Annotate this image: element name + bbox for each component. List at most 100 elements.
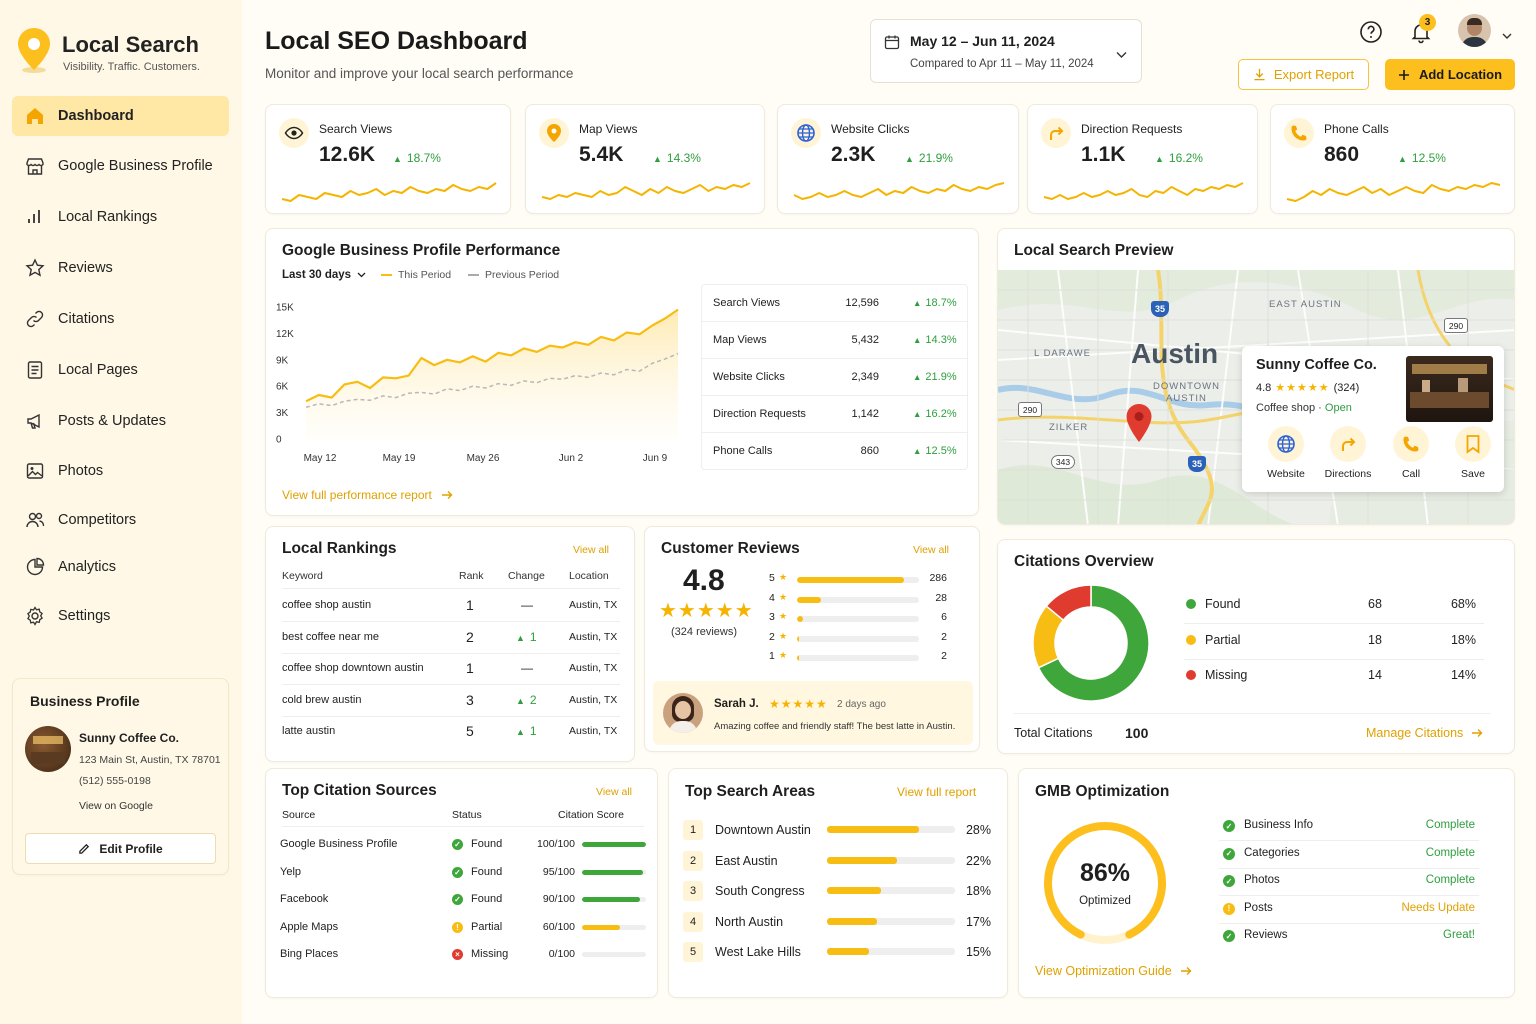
citation-score-bar-fill xyxy=(582,897,640,902)
performance-title: Google Business Profile Performance xyxy=(282,242,561,259)
optimization-item[interactable]: ✓ Categories Complete xyxy=(1219,844,1479,869)
highway-shield-343: 343 xyxy=(1051,455,1075,469)
sidebar-item-local-rankings[interactable]: Local Rankings xyxy=(12,197,229,237)
local-rankings-title: Local Rankings xyxy=(282,540,397,557)
sidebar-item-competitors[interactable]: Competitors xyxy=(12,500,229,540)
citation-score-bar-fill xyxy=(582,842,646,847)
optimization-item[interactable]: ✓ Business Info Complete xyxy=(1219,816,1479,841)
view-on-google-link[interactable]: View on Google xyxy=(79,800,153,812)
view-optimization-guide-label: View Optimization Guide xyxy=(1035,964,1172,978)
table-row[interactable]: Bing Places × Missing 0/100 xyxy=(266,943,659,967)
optimization-item-status: Needs Update xyxy=(1401,901,1475,914)
listing-action-call[interactable]: Call xyxy=(1381,426,1441,484)
kpi-card-map-views[interactable]: Map Views 5.4K ▲ 14.3% xyxy=(525,104,765,214)
view-optimization-guide-link[interactable]: View Optimization Guide xyxy=(1035,964,1192,978)
search-area-row[interactable]: 3 South Congress 18% xyxy=(669,880,1009,906)
kpi-change-value: 14.3% xyxy=(666,151,701,165)
search-area-row[interactable]: 5 West Lake Hills 15% xyxy=(669,941,1009,967)
globe-icon xyxy=(1268,426,1304,462)
listing-action-website[interactable]: Website xyxy=(1256,426,1316,484)
area-share-bar xyxy=(827,917,955,925)
metric-change: ▲ 21.9% xyxy=(913,371,957,383)
reviewer-avatar xyxy=(663,693,703,733)
export-report-button[interactable]: Export Report xyxy=(1238,59,1369,90)
x-circle-icon: × xyxy=(452,949,463,960)
table-row[interactable]: Google Business Profile ✓ Found 100/100 xyxy=(266,833,659,857)
rank-change-value: — xyxy=(521,598,533,612)
sidebar-item-citations[interactable]: Citations xyxy=(12,299,229,339)
period-select[interactable]: Last 30 days xyxy=(282,269,366,281)
table-row[interactable]: Facebook ✓ Found 90/100 xyxy=(266,888,659,912)
sidebar-item-label: Google Business Profile xyxy=(58,158,213,174)
kpi-label: Map Views xyxy=(579,122,638,136)
sidebar-item-google-business-profile[interactable]: Google Business Profile xyxy=(12,146,229,186)
gear-icon xyxy=(24,605,46,627)
store-icon xyxy=(24,155,46,177)
date-range-picker[interactable]: May 12 – Jun 11, 2024 Compared to Apr 11… xyxy=(870,19,1142,83)
kpi-card-search-views[interactable]: Search Views 12.6K ▲ 18.7% xyxy=(265,104,511,214)
up-arrow-icon: ▲ xyxy=(516,632,525,643)
map-pin-icon[interactable] xyxy=(1125,403,1153,448)
sidebar-item-reviews[interactable]: Reviews xyxy=(12,248,229,288)
sidebar-item-analytics[interactable]: Analytics xyxy=(12,547,229,587)
kpi-change-value: 16.2% xyxy=(1168,151,1203,165)
metric-row: Phone Calls 860 ▲ 12.5% xyxy=(702,433,967,470)
latest-review[interactable]: Sarah J. ★★★★★ 2 days ago Amazing coffee… xyxy=(653,681,973,745)
citation-status-pct: 14% xyxy=(1450,668,1476,682)
rating-bar-fill xyxy=(797,655,800,661)
optimization-item[interactable]: ✓ Photos Complete xyxy=(1219,871,1479,896)
business-address: 123 Main St, Austin, TX 78701 xyxy=(79,754,221,766)
kpi-card-phone-calls[interactable]: Phone Calls 860 ▲ 12.5% xyxy=(1270,104,1515,214)
table-row[interactable]: coffee shop downtown austin 1 — Austin, TX xyxy=(266,653,636,685)
sidebar-item-dashboard[interactable]: Dashboard xyxy=(12,96,229,136)
table-row[interactable]: Yelp ✓ Found 95/100 xyxy=(266,861,659,885)
table-row[interactable]: coffee shop austin 1 — Austin, TX xyxy=(266,590,636,622)
kpi-card-direction-requests[interactable]: Direction Requests 1.1K ▲ 16.2% xyxy=(1027,104,1258,214)
sources-view-all-link[interactable]: View all xyxy=(596,786,632,798)
sidebar-item-posts-updates[interactable]: Posts & Updates xyxy=(12,401,229,441)
map-view[interactable]: Austin DOWNTOWN AUSTIN EAST AUSTIN ZILKE… xyxy=(998,270,1514,524)
search-area-row[interactable]: 2 East Austin 22% xyxy=(669,850,1009,876)
optimization-item[interactable]: ✓ Reviews Great! xyxy=(1219,926,1479,951)
avatar[interactable] xyxy=(1458,14,1491,47)
kpi-card-website-clicks[interactable]: Website Clicks 2.3K ▲ 21.9% xyxy=(777,104,1019,214)
listing-action-label: Call xyxy=(1401,468,1421,480)
metric-change-value: 16.2% xyxy=(925,408,957,420)
bar-chart-icon xyxy=(24,206,46,228)
optimization-item[interactable]: ! Posts Needs Update xyxy=(1219,899,1479,924)
brand-title: Local Search xyxy=(62,32,199,57)
table-row[interactable]: cold brew austin 3 ▲ 2 Austin, TX xyxy=(266,685,636,717)
search-area-row[interactable]: 1 Downtown Austin 28% xyxy=(669,819,1009,845)
business-listing-card[interactable]: Sunny Coffee Co. 4.8 ★★★★★ (324) Coffee … xyxy=(1242,346,1504,492)
listing-action-save[interactable]: Save xyxy=(1443,426,1503,484)
metric-row: Map Views 5,432 ▲ 14.3% xyxy=(702,322,967,359)
area-name: South Congress xyxy=(715,884,805,898)
check-circle-icon: ✓ xyxy=(1223,875,1235,887)
up-arrow-icon: ▲ xyxy=(905,154,914,164)
search-area-row[interactable]: 4 North Austin 17% xyxy=(669,911,1009,937)
kpi-sparkline xyxy=(1043,182,1244,200)
top-search-areas-title: Top Search Areas xyxy=(685,783,816,800)
table-row[interactable]: Apple Maps! Partial 60/100 xyxy=(266,916,659,940)
table-row[interactable]: best coffee near me 2 ▲ 1 Austin, TX xyxy=(266,622,636,654)
account-chevron-icon[interactable] xyxy=(1502,27,1512,45)
area-share-pct: 15% xyxy=(965,945,991,959)
help-icon[interactable] xyxy=(1359,20,1383,49)
citation-score: 0/100 xyxy=(548,948,575,960)
reviews-view-all-link[interactable]: View all xyxy=(913,544,949,556)
manage-citations-link[interactable]: Manage Citations xyxy=(1366,726,1483,740)
sidebar-item-settings[interactable]: Settings xyxy=(12,596,229,636)
add-location-button[interactable]: Add Location xyxy=(1385,59,1515,90)
edit-profile-button[interactable]: Edit Profile xyxy=(25,833,216,864)
listing-action-directions[interactable]: Directions xyxy=(1318,426,1378,484)
sidebar-item-label: Posts & Updates xyxy=(58,413,166,429)
areas-view-full-report-link[interactable]: View full report xyxy=(897,785,977,799)
rating-count: 6 xyxy=(941,611,947,623)
view-performance-report-link[interactable]: View full performance report xyxy=(282,488,453,502)
sidebar-item-photos[interactable]: Photos xyxy=(12,451,229,491)
divider xyxy=(282,588,620,589)
sidebar-item-local-pages[interactable]: Local Pages xyxy=(12,350,229,390)
rankings-view-all-link[interactable]: View all xyxy=(573,544,609,556)
total-citations-value: 100 xyxy=(1125,725,1149,741)
table-row[interactable]: latte austin 5 ▲ 1 Austin, TX xyxy=(266,716,636,747)
